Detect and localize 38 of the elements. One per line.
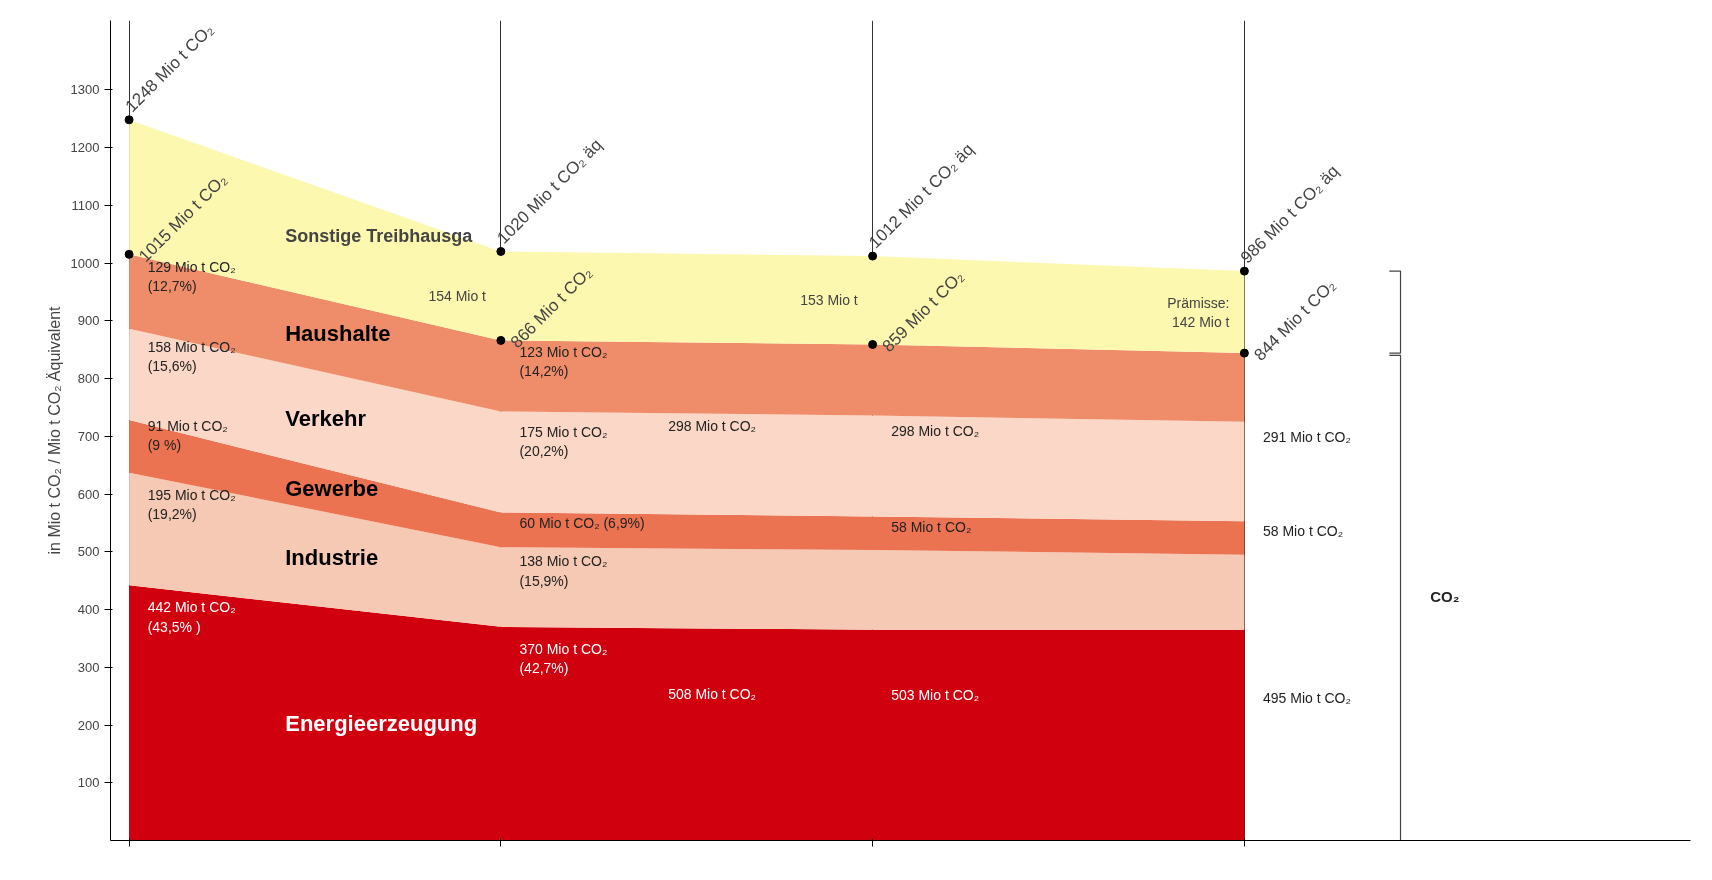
series-label: Haushalte <box>285 321 391 347</box>
y-tick-label: 800 <box>77 371 100 387</box>
data-label: 175 Mio t CO₂ (20,2%) <box>519 424 608 460</box>
annotation: 859 Mio t CO₂ <box>878 266 968 356</box>
y-tick-label: 100 <box>77 775 100 791</box>
y-tick-label: 400 <box>77 602 100 618</box>
y-axis-title: in Mio t CO₂ / Mio t CO₂ Äquivalent <box>45 305 63 555</box>
total-label: 986 Mio t CO₂ äq <box>1236 161 1343 268</box>
y-tick-label: 1100 <box>71 197 100 213</box>
y-tick-label: 300 <box>77 659 100 675</box>
data-label: 195 Mio t CO₂ (19,2%) <box>147 486 236 523</box>
data-label: 138 Mio t CO₂ (15,9%) <box>519 553 608 589</box>
text: 844 Mio t CO₂ <box>1250 275 1340 365</box>
series-label: Industrie <box>285 545 379 571</box>
y-tick-label: 500 <box>77 544 100 560</box>
data-label: 91 Mio t CO₂ (9 %) <box>147 418 228 454</box>
y-tick-label: 200 <box>77 717 100 733</box>
data-label: 58 Mio t CO₂ <box>891 518 972 535</box>
y-tick-label: 900 <box>77 313 100 329</box>
y-tick-label: 1300 <box>70 82 100 98</box>
series-label: Verkehr <box>285 405 367 431</box>
series-label: Gewerbe <box>285 475 379 501</box>
data-label: Prämisse: 142 Mio t <box>1167 294 1230 330</box>
annotation: 298 Mio t CO₂ <box>668 418 757 435</box>
text: 291 Mio t CO₂ <box>1262 429 1351 446</box>
data-label: 60 Mio t CO₂ (6,9%) <box>519 514 645 531</box>
annotation: 298 Mio t CO₂ <box>891 422 980 439</box>
text: CO₂ <box>1430 588 1460 606</box>
text: 495 Mio t CO₂ <box>1262 689 1351 706</box>
series-label: Sonstige Treibhausga <box>285 226 474 247</box>
data-label: 153 Mio t <box>800 292 858 309</box>
y-tick-label: 700 <box>77 428 100 444</box>
data-label: 58 Mio t CO₂ <box>1262 523 1344 540</box>
y-tick-label: 1000 <box>70 255 100 271</box>
y-tick-label: 1200 <box>70 140 100 156</box>
data-label: 158 Mio t CO₂ (15,6%) <box>147 338 236 374</box>
y-tick-label: 600 <box>77 486 100 502</box>
data-label: 154 Mio t <box>428 287 487 304</box>
